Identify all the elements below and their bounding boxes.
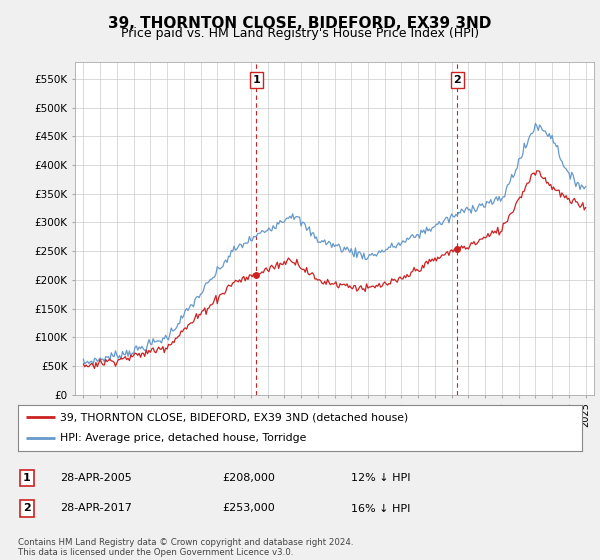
Text: 1: 1 bbox=[23, 473, 31, 483]
Text: 28-APR-2017: 28-APR-2017 bbox=[60, 503, 132, 514]
Text: 28-APR-2005: 28-APR-2005 bbox=[60, 473, 132, 483]
Text: HPI: Average price, detached house, Torridge: HPI: Average price, detached house, Torr… bbox=[60, 433, 307, 444]
Text: 16% ↓ HPI: 16% ↓ HPI bbox=[351, 503, 410, 514]
Text: 39, THORNTON CLOSE, BIDEFORD, EX39 3ND (detached house): 39, THORNTON CLOSE, BIDEFORD, EX39 3ND (… bbox=[60, 412, 409, 422]
Text: Contains HM Land Registry data © Crown copyright and database right 2024.
This d: Contains HM Land Registry data © Crown c… bbox=[18, 538, 353, 557]
Text: 2: 2 bbox=[454, 75, 461, 85]
Text: £208,000: £208,000 bbox=[222, 473, 275, 483]
Text: £253,000: £253,000 bbox=[222, 503, 275, 514]
Text: 1: 1 bbox=[253, 75, 260, 85]
Text: 2: 2 bbox=[23, 503, 31, 514]
Text: Price paid vs. HM Land Registry's House Price Index (HPI): Price paid vs. HM Land Registry's House … bbox=[121, 27, 479, 40]
Text: 39, THORNTON CLOSE, BIDEFORD, EX39 3ND: 39, THORNTON CLOSE, BIDEFORD, EX39 3ND bbox=[109, 16, 491, 31]
Text: 12% ↓ HPI: 12% ↓ HPI bbox=[351, 473, 410, 483]
